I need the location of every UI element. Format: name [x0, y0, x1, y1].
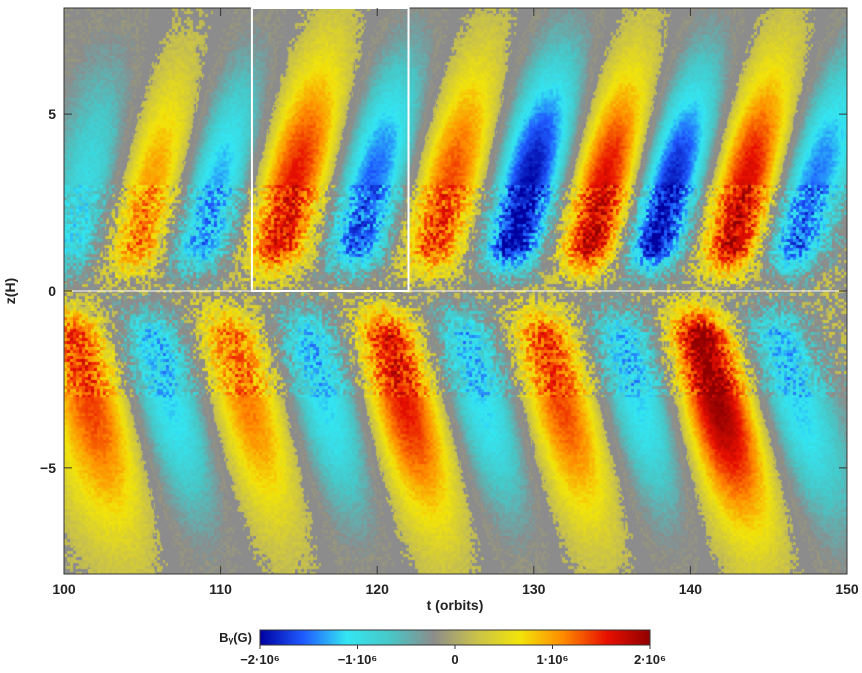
colorbar-ticks: −2·10⁶ −1·10⁶ 0 1·10⁶ 2·10⁶: [240, 645, 666, 667]
x-axis-label: t (orbits): [427, 597, 484, 613]
plot-area: [63, 7, 848, 575]
y-tick-label: −5: [40, 460, 56, 476]
colorbar: Bᵧ(G) −2·10⁶ −1·10⁶ 0 1·10⁶ 2·10⁶: [219, 629, 666, 667]
colorbar-tick-label: 1·10⁶: [536, 652, 568, 667]
x-tick-label: 150: [835, 581, 859, 597]
colorbar-gradient: [259, 629, 651, 646]
x-tick-label: 130: [522, 581, 546, 597]
highlight-box: [250, 7, 410, 292]
colorbar-label: Bᵧ(G): [219, 630, 252, 645]
y-axis-label: z(H): [2, 278, 18, 304]
y-tick-label: 0: [48, 283, 56, 299]
colorbar-tick-label: 2·10⁶: [634, 652, 666, 667]
x-tick-label: 100: [52, 581, 76, 597]
colorbar-tick-label: −2·10⁶: [240, 652, 280, 667]
y-tick-label: 5: [48, 106, 56, 122]
colorbar-tick-label: −1·10⁶: [338, 652, 378, 667]
x-tick-label: 120: [366, 581, 390, 597]
x-tick-label: 110: [209, 581, 232, 597]
x-axis: 100 110 120 130 140 150: [52, 8, 859, 597]
colorbar-tick-label: 0: [451, 652, 458, 667]
x-tick-label: 140: [679, 581, 703, 597]
y-axis: −5 0 5: [40, 106, 847, 476]
